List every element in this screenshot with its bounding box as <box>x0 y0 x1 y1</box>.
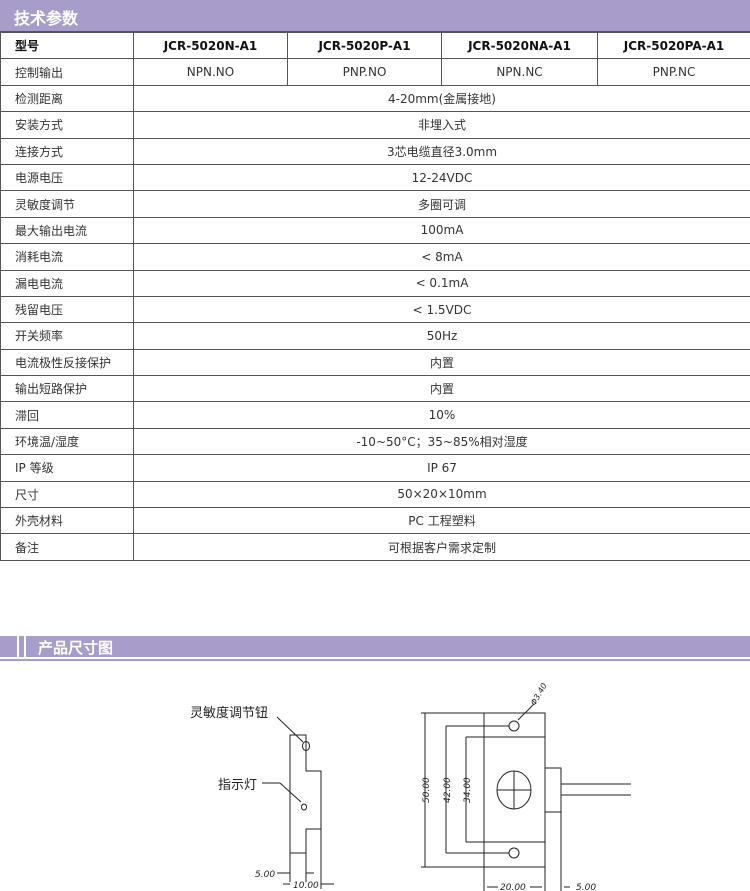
mount-hole <box>508 847 520 859</box>
label-knob: 灵敏度调节钮 <box>190 705 268 721</box>
mount-hole <box>508 720 520 732</box>
header-cell: JCR-5020PA-A1 <box>597 31 750 60</box>
dim-34: 34.00 <box>463 777 473 803</box>
dim-42: 42.00 <box>443 777 453 803</box>
row-value: 4-20mm(金属接地) <box>133 84 750 113</box>
row-label: 电源电压 <box>0 163 134 192</box>
table-row: 检测距离 4-20mm(金属接地) <box>0 84 750 113</box>
row-label: 检测距离 <box>0 84 134 113</box>
row-value: 内置 <box>133 375 750 403</box>
row-label: 灵敏度调节 <box>0 190 134 218</box>
row-value: PC 工程塑料 <box>133 507 750 535</box>
table-row: 电源电压 12-24VDC <box>0 163 750 192</box>
table-row: 电流极性反接保护 内置 <box>0 348 750 377</box>
table-row: 开关频率 50Hz <box>0 322 750 350</box>
table-row: 漏电电流 < 0.1mA <box>0 269 750 297</box>
dim-5a: 5.00 <box>255 870 275 880</box>
knob-hole <box>302 741 310 751</box>
row-value: 内置 <box>133 348 750 377</box>
row-value: < 8mA <box>133 243 750 271</box>
row-value: 3芯电缆直径3.0mm <box>133 137 750 165</box>
row-value: IP 67 <box>133 454 750 482</box>
table-row: 控制输出 NPN.NO PNP.NO NPN.NC PNP.NC <box>0 58 750 86</box>
row-value: < 1.5VDC <box>133 295 750 324</box>
dims-title: 产品尺寸图 <box>38 639 114 657</box>
row-label: 控制输出 <box>0 58 134 86</box>
row-label: 备注 <box>0 533 134 561</box>
dim-hole: Φ3.40 <box>529 682 549 707</box>
row-label: 最大输出电流 <box>0 216 134 245</box>
led-hole <box>301 803 307 811</box>
dim-20: 20.00 <box>500 883 526 891</box>
table-row: 外壳材料 PC 工程塑料 <box>0 507 750 535</box>
row-label: 漏电电流 <box>0 269 134 297</box>
row-label: 开关频率 <box>0 322 134 350</box>
header-cell: 型号 <box>0 31 134 60</box>
table-row: 环境温/湿度 -10~50°C；35~85%相对湿度 <box>0 427 750 456</box>
row-value: 12-24VDC <box>133 163 750 192</box>
row-value: 50×20×10mm <box>133 480 750 509</box>
label-led: 指示灯 <box>218 778 257 793</box>
row-label: 滞回 <box>0 401 134 429</box>
table-row: 输出短路保护 内置 <box>0 375 750 403</box>
table-row: 残留电压 < 1.5VDC <box>0 295 750 324</box>
row-value: NPN.NO <box>133 58 288 86</box>
dim-50: 50.00 <box>422 777 432 803</box>
dim-10: 10.00 <box>293 881 319 891</box>
divider <box>0 659 750 661</box>
specs-title: 技术参数 <box>14 9 79 28</box>
cable-gland <box>544 767 562 813</box>
dims-header: 产品尺寸图 <box>0 636 750 657</box>
table-row: IP 等级 IP 67 <box>0 454 750 482</box>
table-row: 连接方式 3芯电缆直径3.0mm <box>0 137 750 165</box>
row-value: 10% <box>133 401 750 429</box>
row-label: IP 等级 <box>0 454 134 482</box>
specs-header: 技术参数 <box>0 0 750 32</box>
header-cell: JCR-5020N-A1 <box>133 31 288 60</box>
table-header-row: 型号 JCR-5020N-A1 JCR-5020P-A1 JCR-5020NA-… <box>0 31 750 60</box>
table-row: 滞回 10% <box>0 401 750 429</box>
row-value: -10~50°C；35~85%相对湿度 <box>133 427 750 456</box>
header-cell: JCR-5020NA-A1 <box>441 31 598 60</box>
row-value: 可根据客户需求定制 <box>133 533 750 561</box>
row-label: 外壳材料 <box>0 507 134 535</box>
table-row: 备注 可根据客户需求定制 <box>0 533 750 561</box>
dim-5b: 5.00 <box>576 883 596 891</box>
spec-table: 型号 JCR-5020N-A1 JCR-5020P-A1 JCR-5020NA-… <box>0 31 750 561</box>
